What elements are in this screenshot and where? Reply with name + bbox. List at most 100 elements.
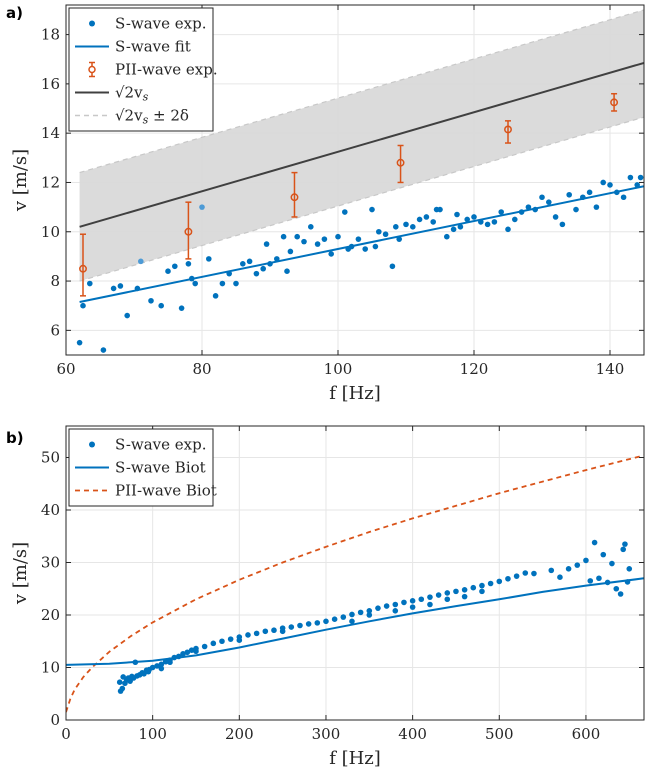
s-wave-exp-point (614, 190, 620, 196)
s-wave-exp-point (470, 585, 476, 591)
s-wave-exp-point (247, 259, 253, 265)
s-wave-exp-point (418, 596, 424, 602)
s-wave-exp-point (138, 259, 144, 265)
a-ytick-label: 18 (41, 26, 60, 44)
s-wave-exp-point (349, 619, 355, 625)
s-wave-exp-point (638, 175, 644, 181)
s-wave-exp-point (133, 659, 139, 665)
s-wave-exp-point (531, 571, 537, 577)
s-wave-exp-point (274, 256, 280, 262)
s-wave-exp-point (167, 659, 173, 665)
s-wave-exp-point (179, 305, 185, 311)
s-wave-exp-point (124, 313, 130, 319)
s-wave-exp-point (280, 628, 286, 634)
s-wave-exp-point (587, 190, 593, 196)
s-wave-exp-point (199, 204, 205, 210)
panel-a-legend: S-wave exp.S-wave fitPII-wave exp.√2vs√2… (69, 8, 218, 131)
b-xtick-label: 200 (225, 725, 254, 743)
panel-b-label: b) (6, 429, 24, 447)
s-wave-exp-point (271, 627, 277, 633)
s-wave-exp-point (427, 602, 433, 608)
s-wave-exp-point (607, 182, 613, 188)
s-wave-exp-point (77, 340, 83, 346)
panel-b-legend: S-wave exp. S-wave Biot PII-wave Biot (69, 429, 217, 506)
s-wave-exp-point (254, 631, 260, 637)
s-wave-exp-point (206, 256, 212, 262)
s-wave-exp-point (410, 598, 416, 604)
s-wave-exp-point (410, 224, 416, 230)
s-wave-exp-point (392, 608, 398, 614)
s-wave-exp-point (335, 234, 341, 240)
s-wave-exp-point (211, 641, 217, 647)
s-wave-exp-point (240, 261, 246, 267)
a-ytick-label: 14 (41, 124, 60, 142)
s-wave-exp-point (87, 281, 93, 287)
panel-b-ylabel: v [m/s] (10, 542, 31, 605)
s-wave-exp-point (430, 219, 436, 225)
s-wave-exp-point (308, 224, 314, 230)
s-wave-exp-point (263, 628, 269, 634)
s-wave-exp-point (462, 594, 468, 600)
s-wave-exp-point (192, 281, 198, 287)
s-wave-exp-point (592, 540, 598, 546)
s-wave-exp-point (566, 192, 572, 198)
s-wave-exp-point (451, 226, 457, 232)
s-wave-exp-point (267, 261, 273, 267)
b-legend-label: PII-wave Biot (115, 482, 217, 500)
panel-a-ylabel: v [m/s] (10, 149, 31, 212)
s-wave-exp-point (505, 576, 511, 582)
s-wave-exp-point (566, 566, 572, 572)
s-wave-exp-point (560, 222, 566, 228)
b-xtick-label: 0 (61, 725, 71, 743)
s-wave-exp-point (202, 644, 208, 650)
s-wave-exp-point (186, 261, 192, 267)
panel-a-xlabel: f [Hz] (329, 383, 381, 404)
s-wave-exp-point (548, 568, 554, 574)
s-wave-exp-point (621, 194, 627, 200)
s-wave-exp-point (393, 224, 399, 230)
s-wave-exp-point (390, 263, 396, 269)
s-wave-exp-point (193, 648, 199, 654)
s-wave-exp-point (245, 632, 251, 638)
s-wave-exp-point (289, 624, 295, 630)
a-legend-label: PII-wave exp. (115, 61, 218, 79)
s-wave-exp-point (436, 592, 442, 598)
a-xtick-label: 80 (192, 360, 211, 378)
s-wave-exp-point (369, 207, 375, 213)
s-wave-exp-point (384, 603, 390, 609)
panel-a-label: a) (6, 4, 23, 22)
s-wave-exp-point (401, 600, 407, 606)
s-wave-exp-point (165, 268, 171, 274)
b-xtick-label: 400 (398, 725, 427, 743)
s-wave-exp-point (605, 580, 611, 586)
s-wave-exp-point (462, 587, 468, 593)
s-wave-exp-point (453, 589, 459, 595)
s-wave-exp-point (444, 590, 450, 596)
s-wave-exp-point (373, 244, 379, 250)
s-wave-exp-point (519, 209, 525, 215)
s-wave-exp-point (159, 666, 165, 672)
s-wave-exp-point (458, 224, 464, 230)
s-wave-exp-point (522, 570, 528, 576)
a-legend-label: S-wave exp. (115, 15, 207, 33)
b-ytick-label: 0 (50, 711, 60, 729)
b-xtick-label: 300 (312, 725, 341, 743)
s-wave-exp-point (213, 293, 219, 299)
s-wave-exp-point (410, 604, 416, 610)
b-legend-label: S-wave exp. (115, 436, 207, 454)
s-wave-exp-point (358, 610, 364, 616)
s-wave-exp-point (539, 194, 545, 200)
s-wave-exp-point (580, 194, 586, 200)
s-wave-exp-point (294, 234, 300, 240)
s-wave-exp-point (396, 236, 402, 242)
panel-a: a) 60 80 100 120 140681012141618 f [Hz] v [m… (6, 4, 644, 404)
s-wave-exp-point (158, 303, 164, 309)
b-legend-label: S-wave Biot (115, 459, 206, 477)
s-wave-exp-point (618, 591, 624, 597)
s-wave-exp-point (356, 236, 362, 242)
s-wave-exp-point (479, 589, 485, 595)
s-wave-exp-point (479, 583, 485, 589)
b-xtick-label: 100 (138, 725, 167, 743)
a-ytick-label: 6 (50, 321, 60, 339)
